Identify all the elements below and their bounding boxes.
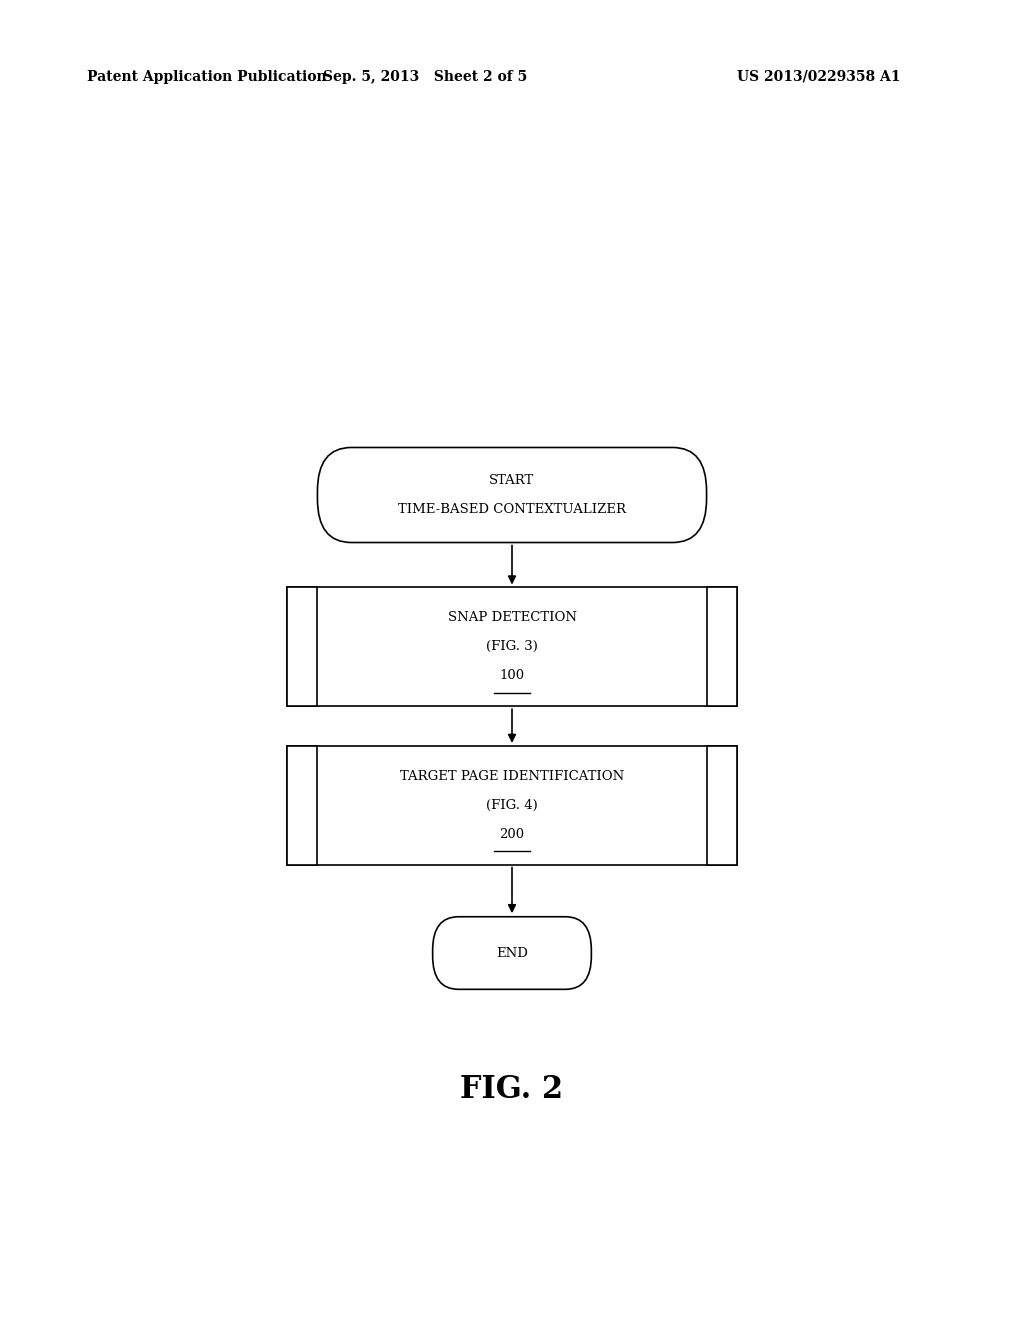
Text: TARGET PAGE IDENTIFICATION: TARGET PAGE IDENTIFICATION: [400, 770, 624, 783]
Bar: [287, 746, 317, 865]
Text: 100: 100: [500, 669, 524, 682]
Text: (FIG. 3): (FIG. 3): [486, 640, 538, 653]
Text: (FIG. 4): (FIG. 4): [486, 799, 538, 812]
Bar: [287, 587, 317, 706]
Text: FIG. 2: FIG. 2: [461, 1073, 563, 1105]
Text: US 2013/0229358 A1: US 2013/0229358 A1: [737, 70, 901, 83]
FancyBboxPatch shape: [317, 447, 707, 543]
Bar: [287, 746, 737, 865]
Text: 200: 200: [500, 828, 524, 841]
Bar: [707, 746, 737, 865]
Text: END: END: [496, 946, 528, 960]
Text: TIME-BASED CONTEXTUALIZER: TIME-BASED CONTEXTUALIZER: [398, 503, 626, 516]
Text: Sep. 5, 2013   Sheet 2 of 5: Sep. 5, 2013 Sheet 2 of 5: [323, 70, 527, 83]
Text: START: START: [489, 474, 535, 487]
Text: SNAP DETECTION: SNAP DETECTION: [447, 611, 577, 624]
Bar: [707, 587, 737, 706]
Text: Patent Application Publication: Patent Application Publication: [87, 70, 327, 83]
FancyBboxPatch shape: [432, 916, 592, 990]
Bar: [287, 587, 737, 706]
